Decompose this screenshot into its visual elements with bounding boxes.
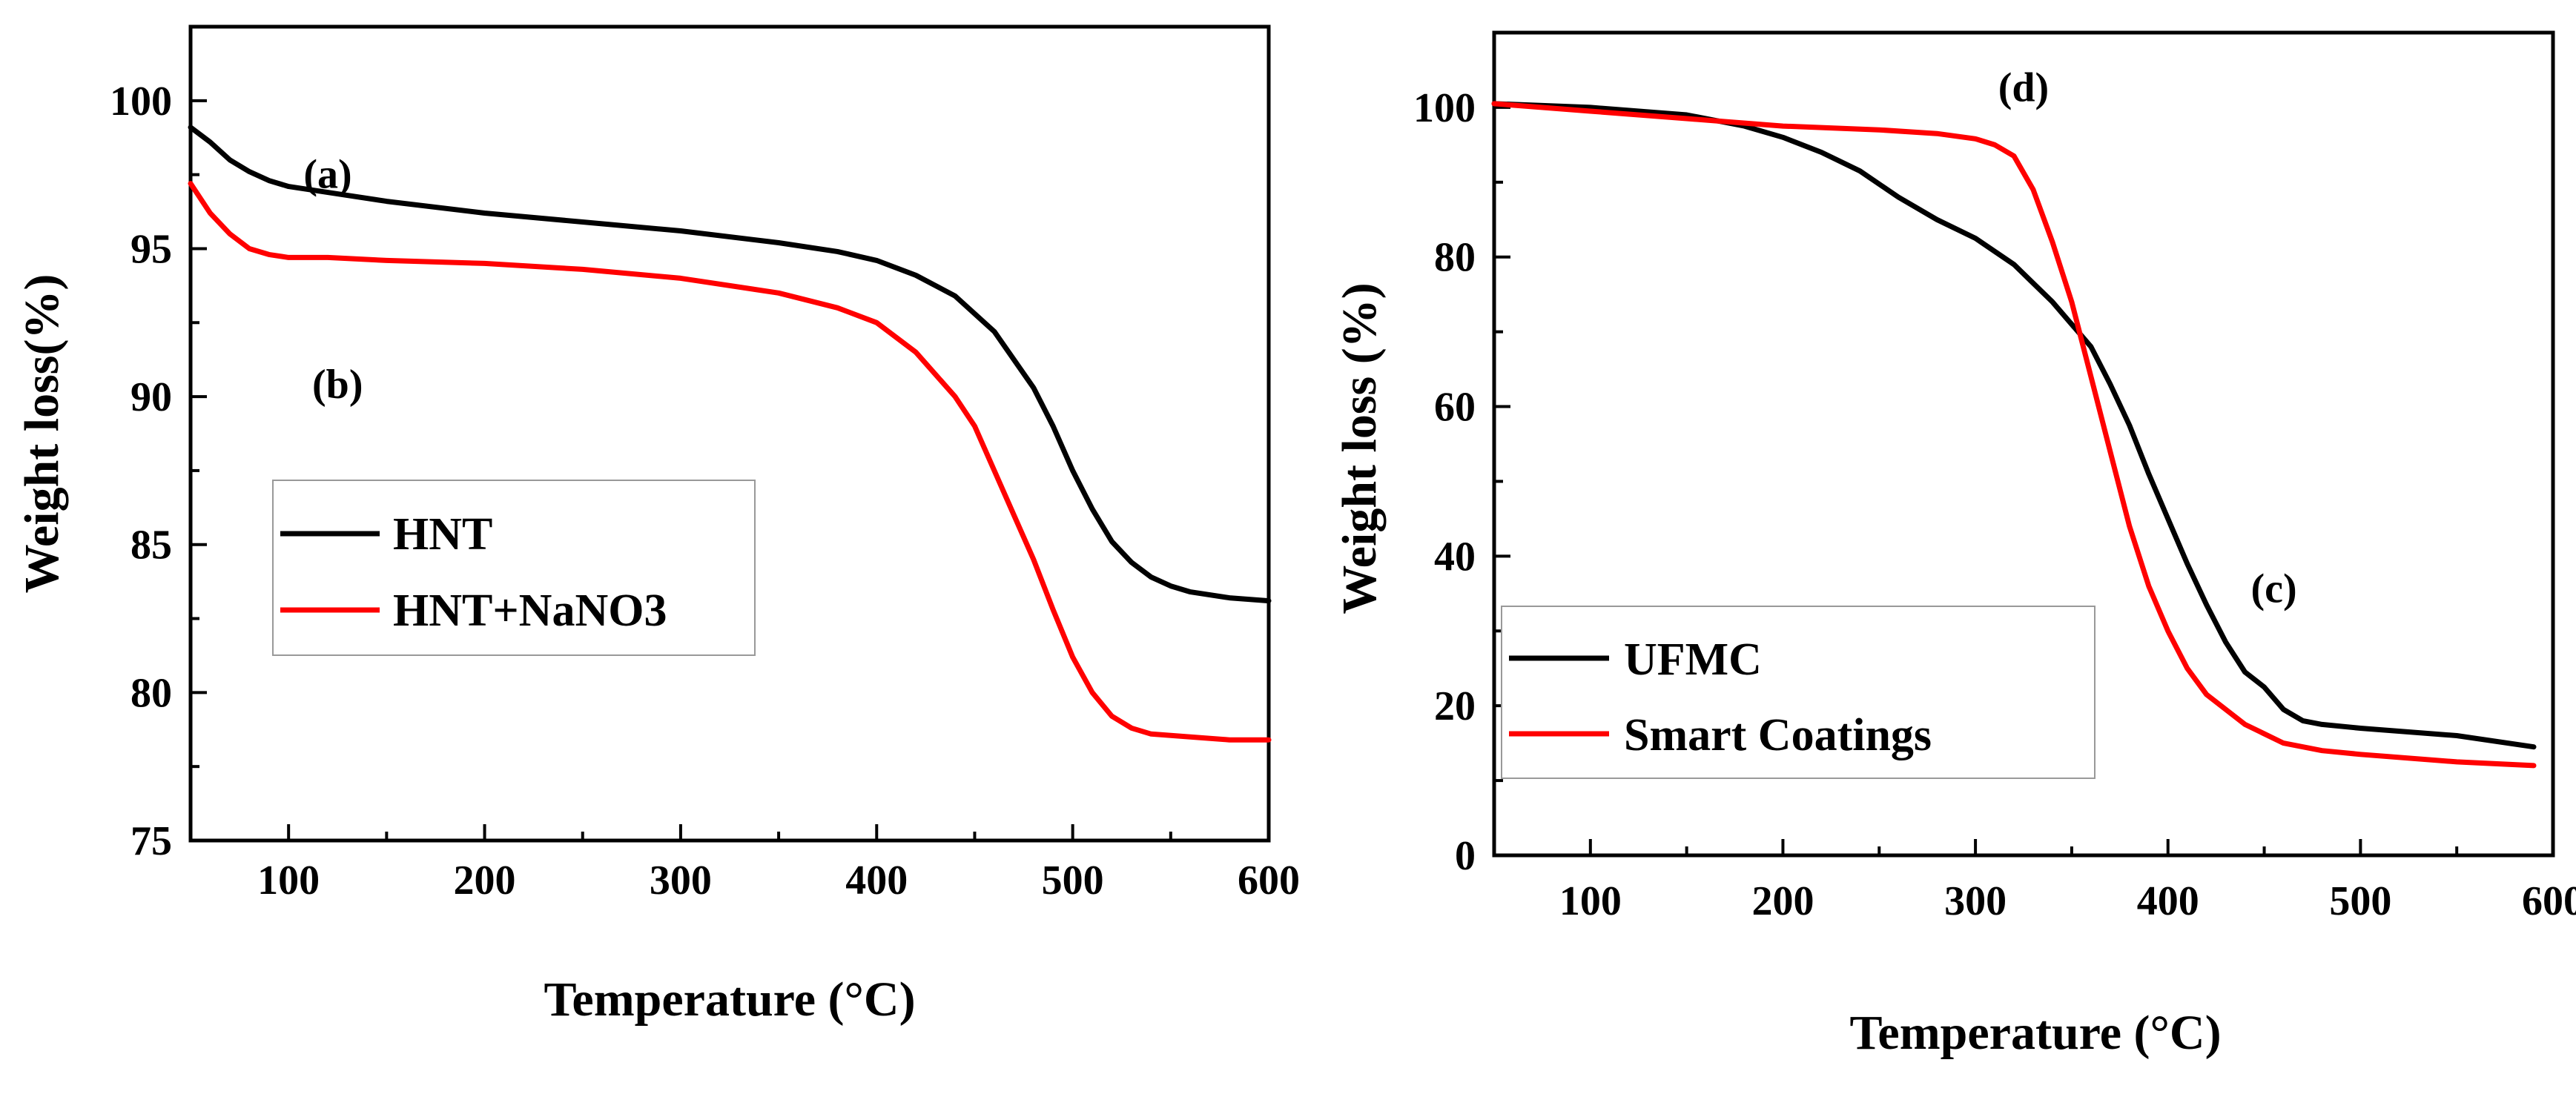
y-tick-label: 80: [1434, 235, 1476, 281]
x-tick-label: 300: [1944, 878, 2007, 924]
y-tick-label: 95: [131, 226, 172, 272]
x-tick-label: 300: [650, 858, 712, 904]
x-tick-label: 600: [1238, 858, 1300, 904]
series-line-hnt: [188, 125, 1272, 604]
x-tick-label: 500: [2329, 878, 2391, 924]
series-line-hnt-nano3: [188, 181, 1272, 743]
series-lines: [188, 125, 1272, 743]
x-tick-label: 400: [2137, 878, 2199, 924]
legend-label-hnt: HNT: [393, 509, 492, 560]
legend-label-smart-coatings: Smart Coatings: [1624, 710, 1932, 760]
annotation-c: (c): [2250, 566, 2296, 612]
chart-left-hnt: 100 200 300 400 500 600 75 80 85 90 95 100 Tempera…: [15, 24, 1300, 1027]
y-tick-label: 20: [1434, 683, 1476, 729]
x-tick-label: 400: [845, 858, 908, 904]
y-axis-title: Weight loss (%): [1332, 282, 1387, 614]
x-tick-label: 100: [257, 858, 320, 904]
legend-label-hnt-nano3: HNT+NaNO3: [393, 586, 667, 636]
y-tick-label: 85: [131, 523, 172, 568]
legend: HNT HNT+NaNO3: [272, 480, 756, 656]
axis-ticks: [191, 99, 1270, 842]
legend-label-ufmc: UFMC: [1624, 634, 1762, 685]
series-line-smart-coatings: [1491, 101, 2537, 769]
chart-right-coatings: 100 200 300 400 500 600 0 20 40 60 80 100 Temperat…: [1332, 30, 2576, 1060]
legend: UFMC Smart Coatings: [1501, 606, 2096, 779]
y-tick-label: 80: [131, 670, 172, 716]
series-lines: [1491, 101, 2537, 769]
y-tick-label: 40: [1434, 534, 1476, 580]
plot-frame: [1492, 30, 2555, 858]
x-tick-label: 200: [454, 858, 516, 904]
x-tick-label: 600: [2522, 878, 2576, 924]
y-tick-label: 0: [1455, 833, 1476, 879]
annotation-d: (d): [1998, 65, 2049, 111]
y-axis-title: Weight loss(%): [15, 274, 69, 594]
x-tick-label: 100: [1559, 878, 1622, 924]
x-tick-label: 500: [1042, 858, 1104, 904]
y-tick-labels: 75 80 85 90 95 100: [110, 79, 172, 864]
y-tick-label: 90: [131, 374, 172, 420]
x-tick-labels: 100 200 300 400 500 600: [257, 858, 1300, 904]
x-axis-title: Temperature (°C): [544, 972, 915, 1027]
axis-ticks: [1494, 105, 2554, 857]
series-line-ufmc: [1491, 101, 2537, 750]
y-tick-label: 60: [1434, 385, 1476, 431]
x-tick-labels: 100 200 300 400 500 600: [1559, 878, 2576, 924]
y-tick-label: 75: [131, 818, 172, 864]
y-tick-label: 100: [1413, 85, 1476, 131]
legend-box: [272, 480, 756, 656]
y-tick-label: 100: [110, 79, 172, 125]
annotation-b: (b): [312, 362, 363, 408]
x-tick-label: 200: [1751, 878, 1814, 924]
legend-box: [1501, 606, 2096, 779]
y-tick-labels: 0 20 40 60 80 100: [1413, 85, 1476, 879]
annotation-a: (a): [303, 152, 351, 198]
x-axis-title: Temperature (°C): [1849, 1006, 2221, 1060]
plot-frame: [188, 24, 1271, 843]
